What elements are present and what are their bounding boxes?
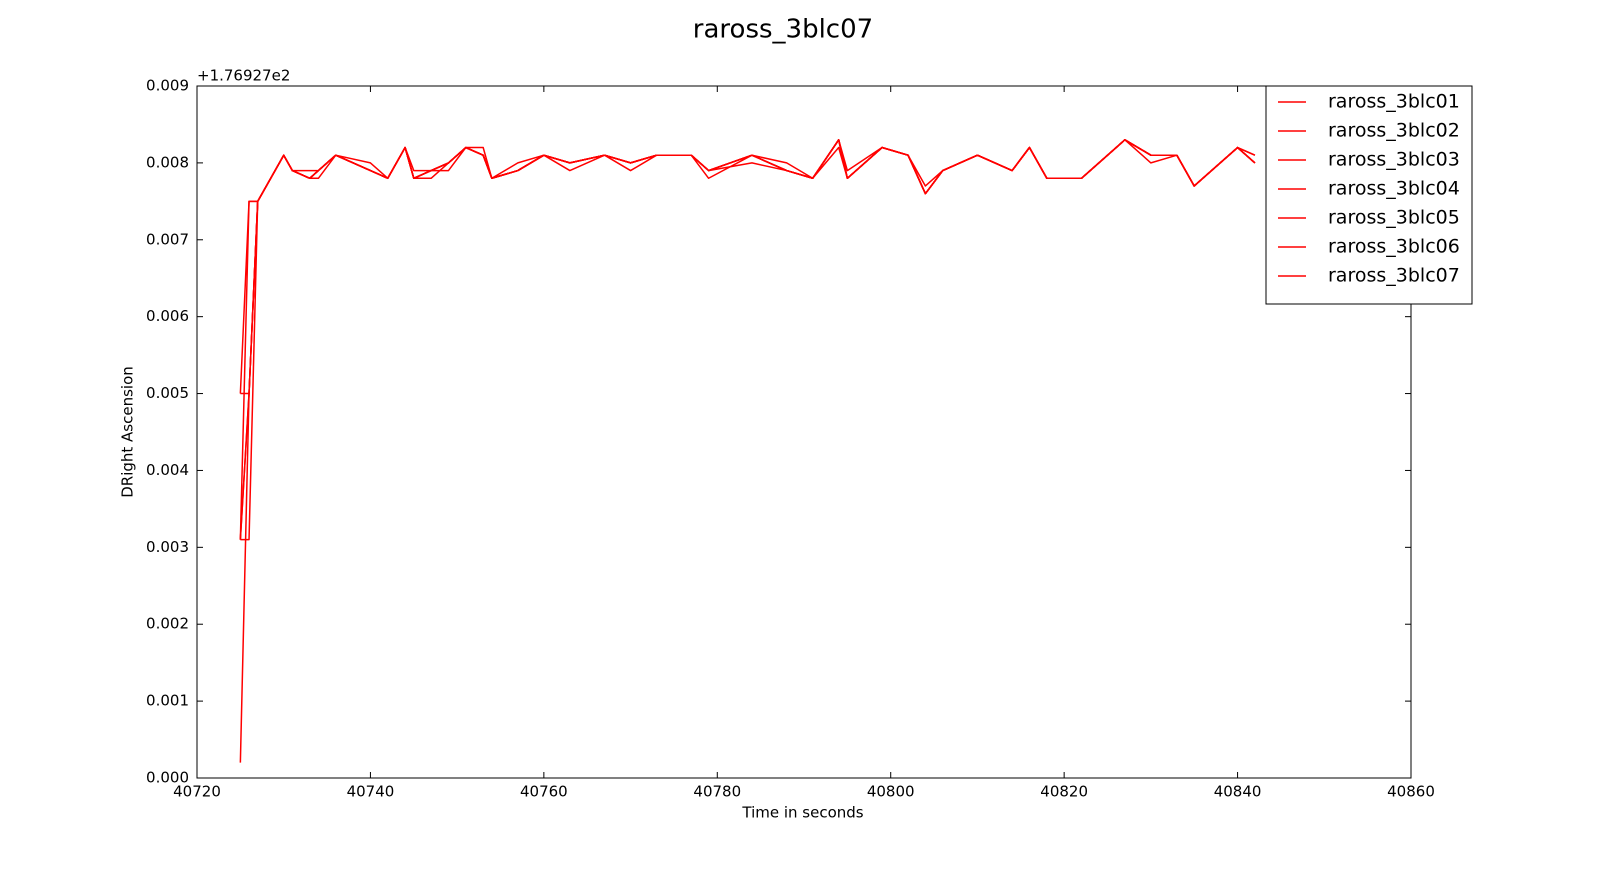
y-tick-label: 0.004 bbox=[146, 461, 189, 479]
offset-label: +1.76927e2 bbox=[197, 67, 290, 85]
series-line bbox=[239, 139, 1256, 540]
y-tick-label: 0.000 bbox=[146, 769, 189, 787]
series-line bbox=[239, 139, 1256, 394]
plot-frame bbox=[196, 85, 1412, 779]
x-tick-label: 40860 bbox=[1387, 783, 1435, 801]
series-line bbox=[240, 139, 1256, 395]
x-tick-label: 40780 bbox=[693, 783, 741, 801]
legend-label: raross_3blc02 bbox=[1328, 120, 1460, 142]
x-axis-label: Time in seconds bbox=[741, 804, 863, 822]
x-tick-label: 40840 bbox=[1214, 783, 1262, 801]
series-line bbox=[239, 139, 1256, 540]
legend-label: raross_3blc03 bbox=[1328, 149, 1460, 171]
chart-title: raross_3blc07 bbox=[693, 15, 873, 45]
legend-box bbox=[1265, 85, 1473, 305]
y-tick-label: 0.005 bbox=[146, 384, 189, 402]
y-tick-label: 0.008 bbox=[146, 153, 189, 171]
y-tick-label: 0.007 bbox=[146, 230, 189, 248]
legend-label: raross_3blc05 bbox=[1328, 207, 1460, 229]
y-tick-label: 0.006 bbox=[146, 307, 189, 325]
series-line bbox=[239, 139, 1256, 763]
x-tick-label: 40740 bbox=[347, 783, 395, 801]
legend-label: raross_3blc01 bbox=[1328, 91, 1460, 113]
legend-label: raross_3blc06 bbox=[1328, 236, 1460, 258]
series-line bbox=[240, 139, 1256, 541]
y-axis-label: DRight Ascension bbox=[119, 366, 137, 498]
legend-label: raross_3blc07 bbox=[1328, 265, 1460, 287]
y-tick-label: 0.003 bbox=[146, 538, 189, 556]
y-tick-label: 0.009 bbox=[146, 77, 189, 95]
x-tick-label: 40820 bbox=[1040, 783, 1088, 801]
series-line bbox=[239, 139, 1256, 540]
legend-label: raross_3blc04 bbox=[1328, 178, 1460, 200]
x-tick-label: 40760 bbox=[520, 783, 568, 801]
y-tick-label: 0.002 bbox=[146, 615, 189, 633]
y-tick-label: 0.001 bbox=[146, 692, 189, 710]
x-tick-label: 40720 bbox=[173, 783, 221, 801]
x-tick-label: 40800 bbox=[867, 783, 915, 801]
